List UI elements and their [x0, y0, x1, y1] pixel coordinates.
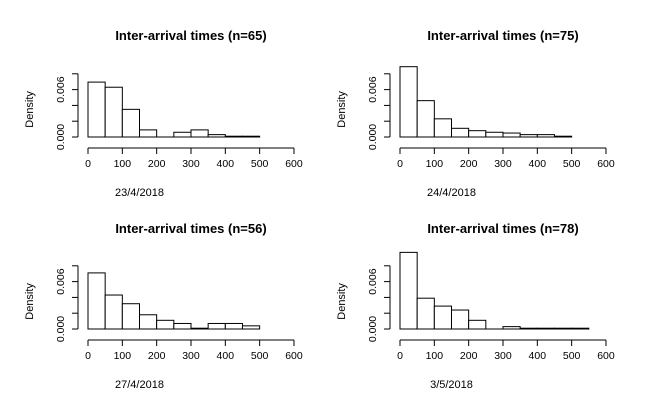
chart-title: Inter-arrival times (n=78) — [427, 221, 578, 236]
x-axis-label: 23/4/2018 — [115, 187, 164, 199]
histogram-bar — [416, 297, 435, 330]
x-tick-label: 600 — [285, 350, 303, 362]
y-tick-label: 0.000 — [55, 124, 67, 150]
histogram-bar — [399, 66, 418, 138]
x-tick-label: 0 — [397, 158, 403, 170]
x-tick-label: 400 — [529, 158, 547, 170]
y-axis-label: Density — [336, 283, 348, 320]
x-tick-label: 500 — [563, 158, 581, 170]
x-tick-label: 300 — [182, 158, 200, 170]
y-tick-label: 0.000 — [55, 316, 67, 342]
histogram-bar — [138, 314, 158, 330]
x-tick-label: 200 — [148, 158, 166, 170]
y-tick-label: 0.006 — [55, 268, 67, 294]
x-axis-label: 3/5/2018 — [430, 379, 473, 391]
histogram-bar — [416, 100, 435, 138]
histogram-bar — [104, 86, 123, 138]
histogram-panel: Inter-arrival times (n=75) 0 100 200 300 400 5… — [336, 28, 615, 199]
y-tick-label: 0.006 — [367, 268, 379, 294]
y-axis-label: Density — [336, 91, 348, 128]
histogram-bar — [433, 118, 452, 138]
histogram-bar — [468, 319, 487, 330]
histogram-bar — [121, 108, 140, 138]
histogram-panel: Inter-arrival times (n=65) 0 100 200 300 400 5… — [24, 28, 303, 199]
histogram-bar — [87, 272, 106, 330]
x-tick-label: 500 — [251, 350, 269, 362]
x-tick-label: 100 — [114, 350, 132, 362]
x-axis-label: 27/4/2018 — [115, 379, 164, 391]
chart-title: Inter-arrival times (n=56) — [115, 221, 266, 236]
histogram-panel: Inter-arrival times (n=78) 0 100 200 300 400 5… — [336, 221, 615, 391]
y-axis-label: Density — [24, 91, 36, 128]
x-tick-label: 600 — [597, 350, 615, 362]
x-tick-label: 300 — [182, 350, 200, 362]
x-tick-label: 400 — [217, 158, 235, 170]
histogram-bar — [156, 319, 175, 330]
x-tick-label: 600 — [597, 158, 615, 170]
x-tick-label: 200 — [148, 350, 166, 362]
histogram-bar — [485, 131, 504, 138]
histogram-bar — [104, 294, 123, 330]
y-tick-label: 0.000 — [367, 316, 379, 342]
x-tick-label: 500 — [563, 350, 581, 362]
histogram-bar — [502, 132, 521, 138]
y-tick-label: 0.000 — [367, 124, 379, 150]
x-tick-label: 0 — [397, 350, 403, 362]
histogram-bar — [399, 251, 418, 330]
chart-title: Inter-arrival times (n=75) — [427, 28, 578, 43]
x-tick-label: 600 — [285, 158, 303, 170]
x-tick-label: 0 — [85, 158, 91, 170]
histogram-bar — [173, 322, 192, 330]
x-tick-label: 200 — [460, 158, 478, 170]
y-tick-label: 0.006 — [55, 76, 67, 102]
histogram-bar — [468, 130, 487, 138]
histogram-panel: Inter-arrival times (n=56) 0 100 200 300 400 5… — [24, 221, 303, 391]
x-tick-label: 500 — [251, 158, 269, 170]
histogram-bar — [87, 81, 106, 138]
x-axis-label: 24/4/2018 — [427, 187, 476, 199]
histogram-bar — [190, 129, 209, 138]
x-tick-label: 100 — [426, 158, 444, 170]
histogram-bar — [138, 129, 158, 138]
x-tick-label: 400 — [529, 350, 547, 362]
histogram-bar — [433, 305, 452, 330]
x-tick-label: 200 — [460, 350, 478, 362]
x-tick-label: 100 — [114, 158, 132, 170]
y-axis-label: Density — [24, 283, 36, 320]
x-tick-label: 300 — [494, 350, 512, 362]
x-tick-label: 0 — [85, 350, 91, 362]
y-tick-label: 0.006 — [367, 76, 379, 102]
histogram-bar — [207, 322, 226, 330]
histogram-bar — [450, 309, 470, 330]
histogram-bar — [450, 127, 470, 138]
histogram-bar — [224, 322, 243, 330]
x-tick-label: 400 — [217, 350, 235, 362]
x-tick-label: 300 — [494, 158, 512, 170]
histogram-bar — [173, 131, 192, 138]
x-tick-label: 100 — [426, 350, 444, 362]
chart-title: Inter-arrival times (n=65) — [115, 28, 266, 43]
histogram-bar — [121, 303, 140, 330]
